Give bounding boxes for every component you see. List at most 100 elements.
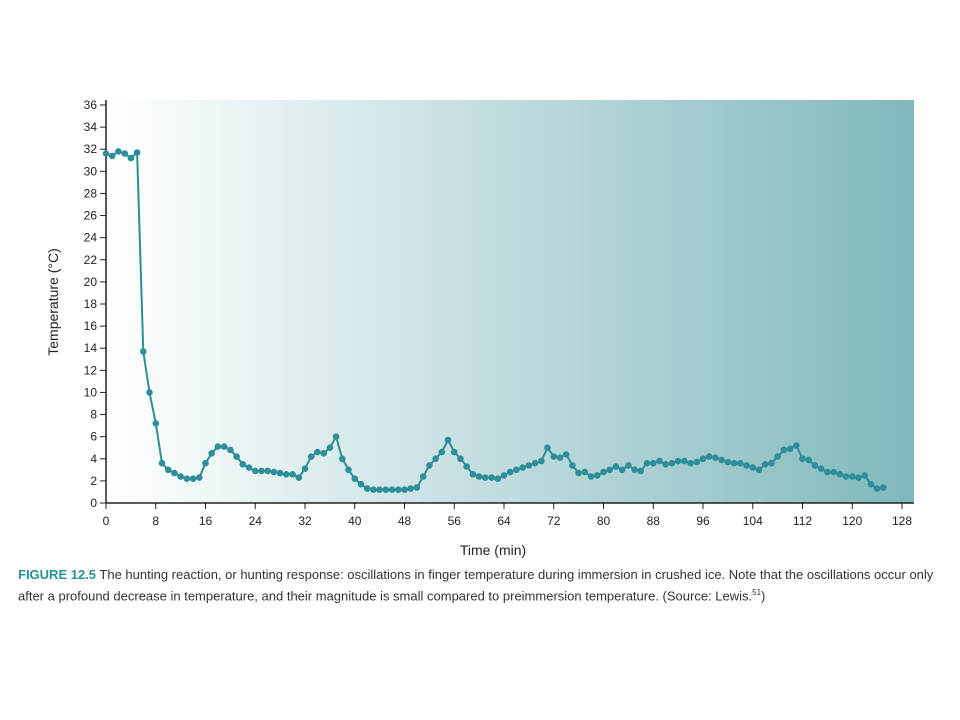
y-tick-label: 22 bbox=[84, 253, 98, 267]
data-point bbox=[849, 473, 856, 480]
data-point bbox=[712, 454, 719, 462]
data-point bbox=[320, 450, 328, 457]
data-point bbox=[189, 475, 197, 483]
data-point bbox=[606, 466, 613, 474]
data-point bbox=[519, 464, 526, 471]
data-point bbox=[220, 443, 228, 450]
data-point bbox=[370, 486, 377, 494]
data-point bbox=[612, 463, 620, 470]
data-point bbox=[326, 444, 334, 452]
y-tick-label: 4 bbox=[90, 452, 97, 466]
data-point bbox=[880, 484, 887, 491]
data-point bbox=[444, 436, 452, 444]
data-point bbox=[650, 459, 657, 467]
data-point bbox=[401, 486, 408, 494]
data-point bbox=[861, 472, 868, 479]
data-point bbox=[301, 465, 309, 473]
data-point bbox=[276, 469, 284, 477]
data-point bbox=[780, 446, 788, 454]
data-point bbox=[140, 348, 147, 355]
data-point bbox=[662, 461, 669, 468]
data-point bbox=[562, 451, 570, 458]
data-point bbox=[196, 474, 203, 481]
y-tick-label: 20 bbox=[84, 275, 98, 289]
x-tick-label: 40 bbox=[348, 514, 362, 528]
data-point bbox=[817, 465, 825, 473]
data-point bbox=[108, 152, 116, 160]
data-point bbox=[283, 471, 290, 478]
caption-text: The hunting reaction, or hunting respons… bbox=[18, 567, 934, 604]
x-tick-label: 72 bbox=[547, 514, 561, 528]
data-point bbox=[786, 445, 794, 453]
data-point bbox=[550, 453, 558, 460]
y-tick-label: 16 bbox=[84, 319, 98, 333]
x-tick-label: 80 bbox=[597, 514, 611, 528]
data-point bbox=[270, 468, 278, 476]
x-tick-label: 96 bbox=[696, 514, 710, 528]
y-tick-label: 2 bbox=[90, 474, 97, 488]
y-tick-label: 28 bbox=[84, 186, 98, 200]
data-point bbox=[513, 466, 520, 474]
figure-number: FIGURE 12.5 bbox=[18, 567, 97, 582]
y-tick-label: 6 bbox=[90, 430, 97, 444]
data-point bbox=[594, 472, 601, 479]
data-point bbox=[363, 485, 371, 492]
y-axis-label: Temperature (°C) bbox=[45, 248, 61, 356]
data-point bbox=[146, 389, 153, 396]
data-point bbox=[171, 469, 178, 477]
data-point bbox=[158, 459, 166, 467]
data-point bbox=[239, 461, 247, 468]
data-point bbox=[457, 455, 464, 463]
data-point bbox=[208, 450, 215, 457]
x-tick-label: 112 bbox=[793, 514, 812, 528]
data-point bbox=[376, 486, 383, 494]
x-tick-label: 8 bbox=[152, 514, 159, 528]
data-point bbox=[687, 459, 694, 467]
data-point bbox=[544, 444, 551, 452]
data-point bbox=[388, 486, 396, 494]
x-tick-label: 88 bbox=[647, 514, 661, 528]
data-point bbox=[482, 474, 489, 481]
y-tick-label: 14 bbox=[84, 341, 98, 355]
data-point bbox=[668, 459, 676, 467]
series-layer bbox=[102, 148, 887, 494]
data-point bbox=[252, 467, 259, 475]
data-point bbox=[842, 473, 850, 480]
y-tick-label: 18 bbox=[84, 297, 98, 311]
data-point bbox=[432, 455, 439, 463]
data-point bbox=[475, 473, 483, 480]
data-point bbox=[656, 457, 663, 465]
data-point bbox=[538, 457, 545, 465]
data-point bbox=[426, 462, 433, 469]
data-point bbox=[488, 474, 495, 481]
y-tick-label: 32 bbox=[84, 142, 98, 156]
data-point bbox=[743, 462, 750, 469]
x-tick-label: 104 bbox=[743, 514, 763, 528]
data-point bbox=[799, 455, 806, 463]
data-point bbox=[102, 150, 110, 157]
y-tick-label: 26 bbox=[84, 209, 98, 223]
data-point bbox=[127, 154, 135, 162]
data-point bbox=[724, 458, 732, 466]
data-point bbox=[332, 433, 340, 441]
data-point bbox=[581, 468, 589, 476]
data-point bbox=[419, 473, 427, 480]
x-tick-label: 32 bbox=[298, 514, 312, 528]
y-tick-label: 0 bbox=[90, 496, 97, 510]
x-tick-label: 120 bbox=[842, 514, 862, 528]
x-tick-label: 48 bbox=[398, 514, 412, 528]
figure-caption: FIGURE 12.5 The hunting reaction, or hun… bbox=[18, 566, 948, 605]
data-point bbox=[873, 485, 881, 492]
data-point bbox=[152, 420, 160, 427]
data-point bbox=[339, 455, 346, 463]
data-point bbox=[395, 486, 402, 494]
data-point bbox=[133, 149, 141, 156]
data-point bbox=[164, 466, 172, 474]
x-tick-label: 56 bbox=[448, 514, 462, 528]
data-point bbox=[258, 467, 265, 475]
data-point bbox=[637, 467, 645, 475]
data-point bbox=[463, 463, 471, 470]
data-point bbox=[693, 458, 701, 466]
